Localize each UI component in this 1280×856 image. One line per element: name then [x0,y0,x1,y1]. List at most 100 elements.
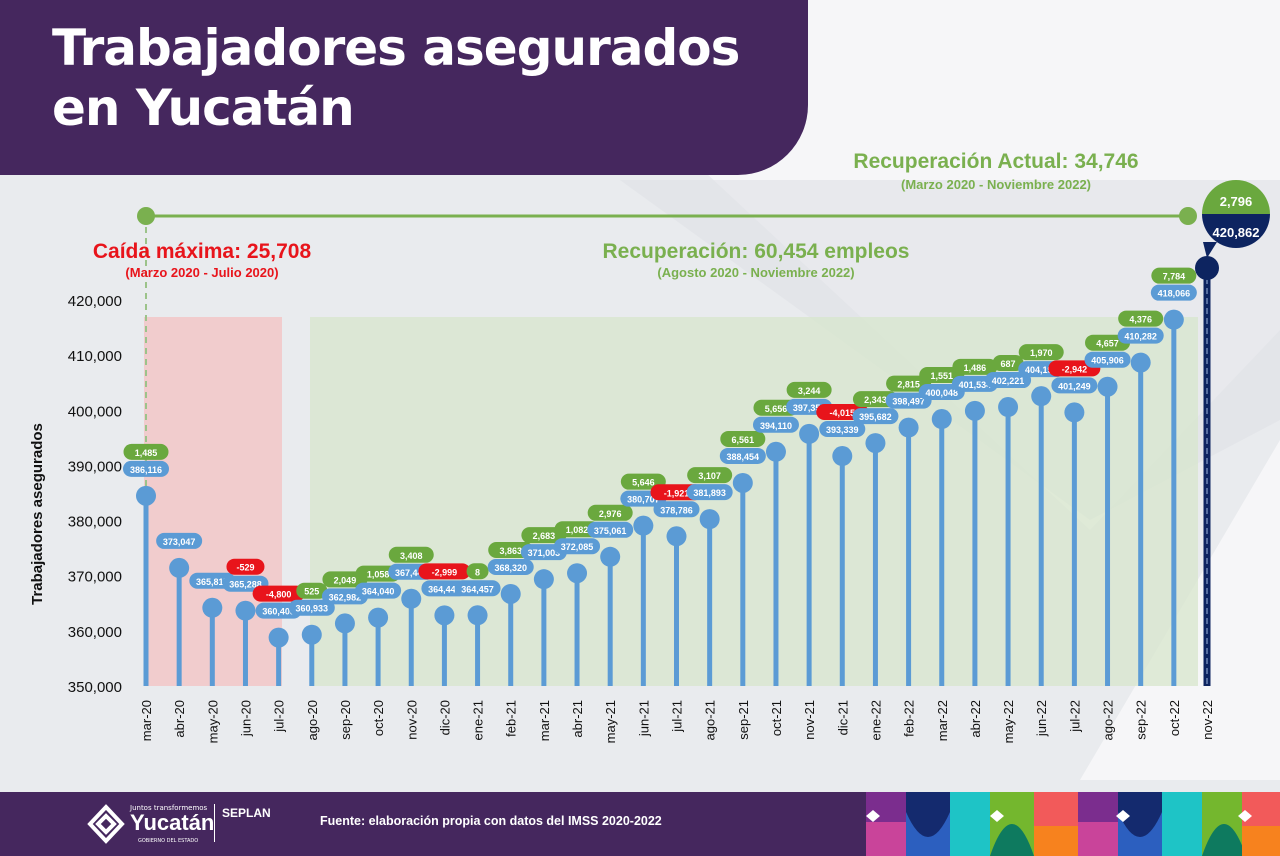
value-label: 401,534 [959,380,992,390]
change-label: -2,999 [432,567,458,577]
x-tick-label: oct-20 [371,700,386,736]
data-point [998,397,1019,418]
data-point [235,600,256,621]
change-label: 3,408 [400,551,423,561]
value-label-bg [355,582,402,599]
change-label-bg [123,443,169,460]
data-point [633,515,654,536]
change-label: 1,058 [367,570,390,580]
value-label-bg [123,460,169,477]
logo-tagline: Juntos transformemos [130,804,208,812]
last-value-bubble [1202,214,1270,258]
data-point [865,433,886,454]
y-tick-label: 350,000 [68,679,122,696]
data-point [732,472,753,493]
seplan-logo: SEPLAN [222,806,271,820]
change-label: 2,976 [599,509,622,519]
logo-divider [214,804,215,842]
x-tick-label: abr-21 [570,700,585,738]
value-label: 398,497 [892,397,925,407]
y-tick-label: 370,000 [68,569,122,586]
change-label: 1,970 [1030,348,1053,358]
x-tick-label: sep-22 [1134,700,1149,740]
recovery-zone [310,317,1198,686]
change-label: -1,921 [664,488,690,498]
page-title: Trabajadores asegurados en Yucatán [52,19,740,137]
x-tick-label: jul-20 [272,700,287,733]
value-label-bg [288,599,335,616]
change-label: 3,244 [798,386,821,396]
data-point [964,400,985,421]
x-tick-label: jul-21 [670,700,685,733]
change-label-bg [720,430,766,447]
data-point [1064,402,1085,423]
data-point [334,613,355,634]
data-point [1097,376,1118,397]
change-label-bg [296,582,328,599]
x-tick-label: jun-22 [1034,700,1049,737]
value-label-bg [1117,327,1164,344]
data-point [500,583,521,604]
value-label: 360,933 [296,604,329,614]
change-label: -4,015 [830,408,856,418]
data-point [1130,352,1151,373]
value-label: 381,893 [693,488,726,498]
x-tick-label: ago-20 [305,700,320,740]
value-label: 418,066 [1158,289,1191,299]
change-label: 2,683 [533,531,556,541]
y-axis-label: Trabajadores asegurados [29,423,46,605]
x-tick-label: mar-20 [139,700,154,741]
recovery-line-end [1179,207,1197,225]
x-tick-label: dic-21 [835,700,850,735]
x-tick-label: nov-22 [1200,700,1215,740]
change-label-bg [1118,310,1164,327]
change-label: 3,107 [698,471,721,481]
x-tick-label: nov-20 [404,700,419,740]
change-label-bg [587,504,633,521]
data-point [600,546,621,567]
x-tick-label: jun-21 [636,700,651,737]
change-label: 8 [475,567,480,577]
value-label: 401,249 [1058,381,1091,391]
change-label: 5,656 [765,404,788,414]
value-label-bg [719,447,766,464]
recuperacion-title: Recuperación: 60,454 empleos [603,240,910,263]
value-label: 375,061 [594,526,627,536]
change-label-bg [1151,267,1197,284]
data-point [898,417,919,438]
value-label-bg [1150,284,1197,301]
value-label: 386,116 [130,465,162,475]
value-label-bg [752,416,799,433]
data-point [301,624,322,645]
data-point [931,409,952,430]
value-label: 372,085 [561,542,594,552]
change-label: 7,784 [1163,272,1186,282]
value-label-bg [653,501,700,518]
source-note: Fuente: elaboración propia con datos del… [320,814,662,828]
change-label-bg [388,546,434,563]
logo-subtitle: GOBIERNO DEL ESTADO [138,838,199,844]
data-point [136,485,156,506]
data-point [1031,386,1052,407]
x-tick-label: abr-22 [968,700,983,738]
value-label-bg [487,558,534,575]
x-tick-label: ene-21 [471,700,486,740]
x-tick-label: abr-20 [172,700,187,738]
value-label: 362,982 [329,592,362,602]
change-label: 1,485 [135,448,158,458]
value-label: 402,221 [992,376,1025,386]
change-label-bg [226,558,265,575]
last-change-label: 2,796 [1220,194,1253,209]
x-tick-label: may-21 [603,700,618,743]
value-label: 394,110 [760,421,792,431]
yucatan-emblem-icon [87,804,125,844]
data-point [799,423,820,444]
data-point [202,597,223,618]
change-label-bg [992,355,1024,372]
value-label-bg [1051,377,1098,394]
change-label: 525 [304,587,319,597]
actual-period: (Marzo 2020 - Noviembre 2022) [901,177,1091,192]
value-label: 393,339 [826,425,859,435]
change-label: 2,049 [334,575,357,585]
x-tick-label: feb-21 [504,700,519,737]
